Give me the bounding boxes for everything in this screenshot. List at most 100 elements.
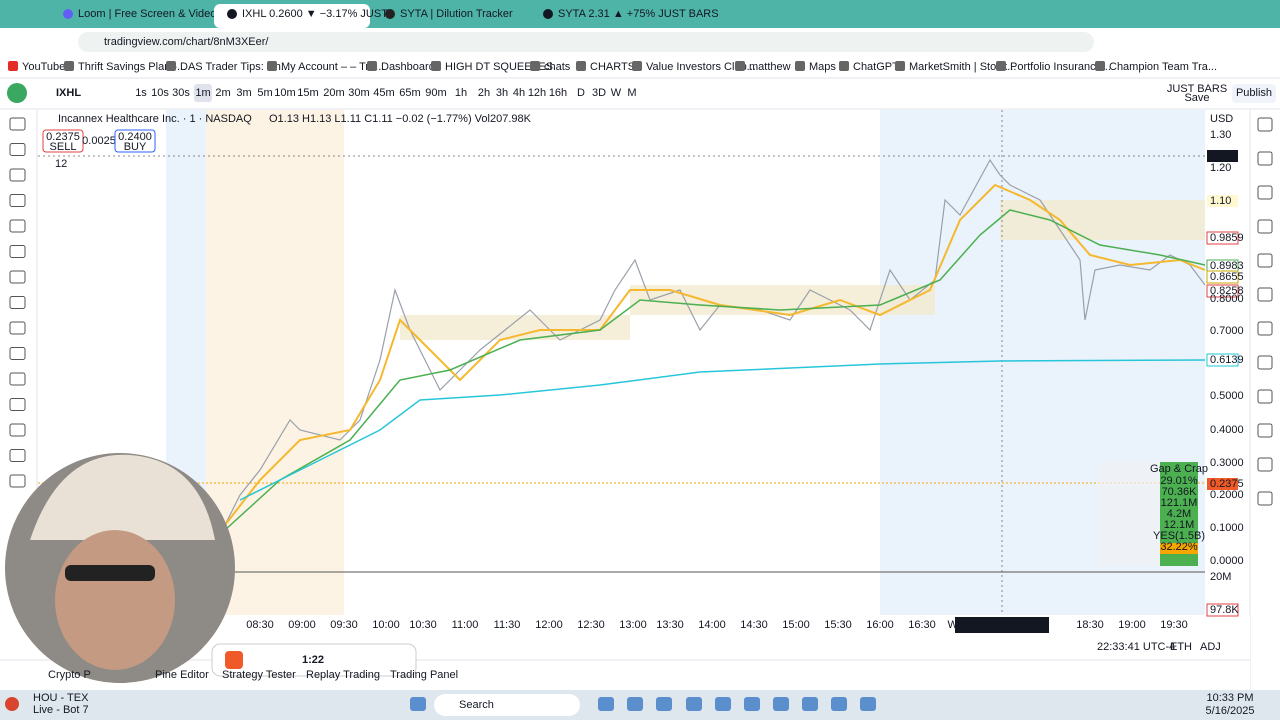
tab-title[interactable]: SYTA 2.31 ▲ +75% JUST BARS	[558, 8, 719, 20]
tab-title[interactable]: SYTA | Dilution Tracker	[400, 8, 513, 20]
interval[interactable]: 2m	[215, 87, 230, 99]
interval[interactable]: 12h	[528, 87, 546, 99]
currency[interactable]: USD	[1210, 113, 1233, 125]
bookmark[interactable]: Thrift Savings Plan -...	[78, 61, 186, 73]
interval[interactable]: 1m	[195, 87, 210, 99]
buy-price[interactable]: 0.2400	[118, 131, 152, 143]
tool-icon[interactable]	[9, 423, 26, 437]
taskbar-app[interactable]	[656, 697, 672, 711]
tool-icon[interactable]	[9, 474, 26, 488]
interval[interactable]: 15m	[297, 87, 318, 99]
interval[interactable]: 4h	[513, 87, 525, 99]
interval[interactable]: 1h	[455, 87, 467, 99]
address-bar[interactable]	[78, 32, 1094, 52]
interval[interactable]: 3D	[592, 87, 606, 99]
sidebar-icon[interactable]	[1257, 457, 1273, 472]
taskbar-app[interactable]	[715, 697, 731, 711]
interval[interactable]: 10m	[274, 87, 295, 99]
sidebar-icon[interactable]	[1257, 355, 1273, 370]
buy-box[interactable]	[114, 129, 156, 153]
bookmark[interactable]: matthew	[749, 61, 791, 73]
sidebar-icon[interactable]	[1257, 151, 1273, 166]
interval[interactable]: 5m	[257, 87, 272, 99]
search-box[interactable]	[434, 694, 580, 716]
sidebar-icon[interactable]	[1257, 287, 1273, 302]
interval[interactable]: 10s	[151, 87, 169, 99]
tab-title[interactable]: IXHL 0.2600 ▼ −3.17% JUST	[242, 8, 388, 20]
tool-icon[interactable]	[9, 321, 26, 335]
sidebar-icon[interactable]	[1257, 219, 1273, 234]
tool-icon[interactable]	[9, 143, 26, 156]
interval[interactable]: 20m	[323, 87, 344, 99]
bookmark[interactable]: Dashboard	[381, 61, 435, 73]
bookmark[interactable]: Value Investors Club...	[646, 61, 756, 73]
adj[interactable]: ADJ	[1200, 641, 1221, 653]
taskbar-app[interactable]	[686, 697, 702, 711]
bottom-tab[interactable]: Trading Panel	[390, 669, 458, 681]
layout-name[interactable]: JUST BARS	[1167, 83, 1227, 95]
avatar[interactable]	[7, 83, 27, 103]
sell[interactable]: SELL	[50, 141, 77, 153]
bookmark[interactable]: ChatGPT	[853, 61, 899, 73]
tab-title[interactable]: Loom | Free Screen & Video Re	[78, 8, 234, 20]
taskbar-app[interactable]	[860, 697, 876, 711]
tool-icon[interactable]	[9, 347, 26, 360]
sell-box[interactable]	[42, 129, 84, 153]
interval[interactable]: 90m	[425, 87, 446, 99]
stop-button[interactable]	[225, 651, 243, 669]
tool-icon[interactable]	[9, 296, 26, 309]
tool-icon[interactable]	[9, 194, 26, 207]
symbol[interactable]: IXHL	[56, 87, 81, 99]
interval[interactable]: 2h	[478, 87, 490, 99]
sidebar-icon[interactable]	[1257, 389, 1273, 404]
sidebar-icon[interactable]	[1257, 117, 1273, 132]
sidebar-icon[interactable]	[1257, 185, 1273, 200]
bottom-tab[interactable]: Crypto P	[48, 669, 91, 681]
tool-icon[interactable]	[9, 168, 26, 182]
bookmark[interactable]: Portfolio Insurance...	[1010, 61, 1111, 73]
sidebar-icon[interactable]	[1257, 253, 1273, 268]
tool-icon[interactable]	[9, 245, 26, 258]
bookmark[interactable]: chats	[544, 61, 571, 73]
bookmark[interactable]: CHARTS	[590, 61, 635, 73]
interval[interactable]: W	[611, 87, 622, 99]
session[interactable]: ETH	[1170, 641, 1192, 653]
interval[interactable]: 30m	[348, 87, 369, 99]
bookmark[interactable]: HIGH DT SQUEEZES	[445, 61, 553, 73]
taskbar-app[interactable]	[802, 697, 818, 711]
interval[interactable]: 65m	[399, 87, 420, 99]
bookmark[interactable]: MarketSmith | Stock...	[909, 61, 1016, 73]
bookmark[interactable]: DAS Trader Tips: Ch...	[180, 61, 290, 73]
tool-icon[interactable]	[9, 117, 26, 131]
interval[interactable]: 3m	[236, 87, 251, 99]
interval[interactable]: 1s	[135, 87, 147, 99]
sidebar-icon[interactable]	[1257, 321, 1273, 336]
taskbar-app[interactable]	[773, 697, 789, 711]
publish-button[interactable]	[1232, 84, 1276, 103]
tool-icon[interactable]	[9, 449, 26, 462]
interval[interactable]: 3h	[496, 87, 508, 99]
tool-icon[interactable]	[9, 270, 26, 284]
bookmark[interactable]: My Account – – Tra...	[281, 61, 384, 73]
bottom-tab[interactable]: Replay Trading	[306, 669, 380, 681]
taskbar-app[interactable]	[598, 697, 614, 711]
interval[interactable]: 45m	[373, 87, 394, 99]
sidebar-icon[interactable]	[1257, 491, 1273, 506]
taskbar-app[interactable]	[627, 697, 643, 711]
bottom-tab[interactable]: Pine Editor	[155, 669, 209, 681]
publish[interactable]: Publish	[1236, 87, 1272, 99]
taskbar-app[interactable]	[744, 697, 760, 711]
interval[interactable]: 30s	[172, 87, 190, 99]
sell-price[interactable]: 0.2375	[46, 131, 80, 143]
bookmark[interactable]: Maps	[809, 61, 836, 73]
tool-icon[interactable]	[9, 219, 26, 233]
bookmark[interactable]: YouTube	[22, 61, 65, 73]
bottom-tab[interactable]: Strategy Tester	[222, 669, 296, 681]
buy[interactable]: BUY	[124, 141, 147, 153]
sidebar-icon[interactable]	[1257, 423, 1273, 438]
taskbar-app[interactable]	[831, 697, 847, 711]
bookmark[interactable]: Champion Team Tra...	[1109, 61, 1217, 73]
tool-icon[interactable]	[9, 372, 26, 386]
interval[interactable]: 16h	[549, 87, 567, 99]
taskbar-app[interactable]	[410, 697, 426, 711]
